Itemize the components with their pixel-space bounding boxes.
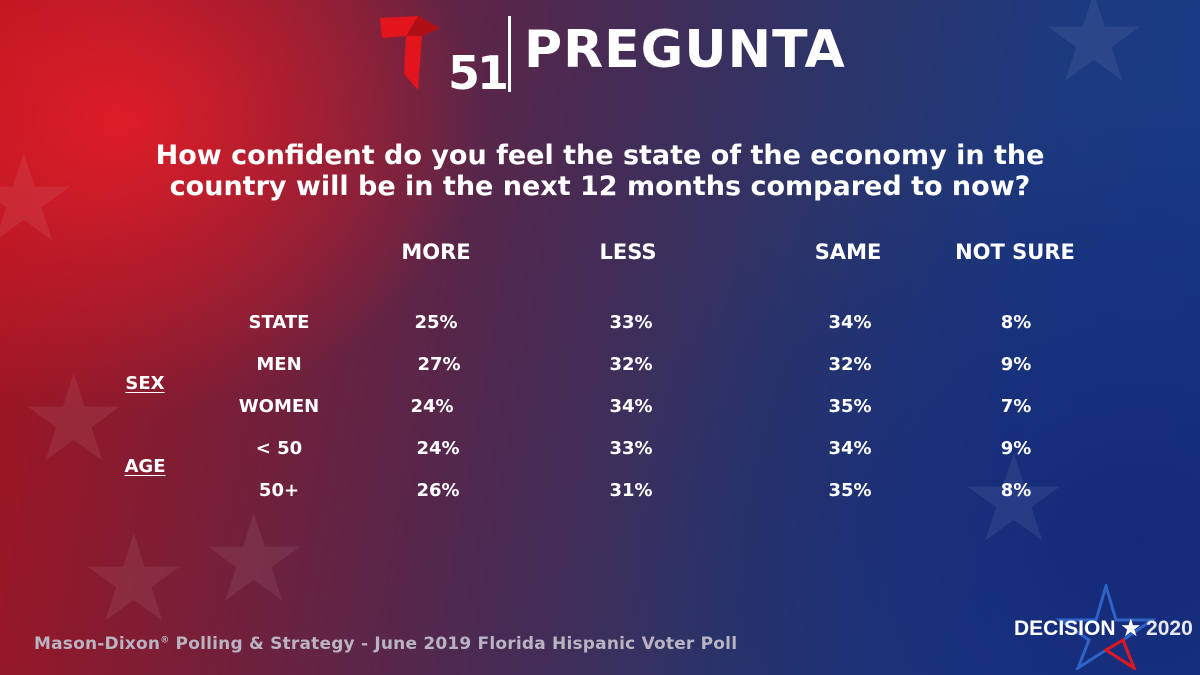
- cell-under-50-more: 24%: [416, 438, 460, 459]
- cell-under-50-less: 33%: [609, 438, 653, 459]
- cell-men-same: 32%: [828, 354, 872, 375]
- cell-men-more: 27%: [417, 354, 461, 375]
- header: 51 PREGUNTA: [378, 12, 858, 102]
- row-label-men: MEN: [256, 354, 302, 375]
- star-icon: ★: [1040, 0, 1148, 109]
- cell-women-less: 34%: [609, 396, 653, 417]
- group-label-age: AGE: [124, 456, 166, 477]
- cell-women-same: 35%: [828, 396, 872, 417]
- source-credit: Mason-Dixon® Polling & Strategy - June 2…: [34, 634, 737, 654]
- cell-50-plus-same: 35%: [828, 480, 872, 501]
- cell-state-more: 25%: [414, 312, 458, 333]
- cell-state-not-sure: 8%: [1000, 312, 1032, 333]
- cell-women-not-sure: 7%: [1000, 396, 1032, 417]
- page-title: PREGUNTA: [524, 20, 846, 80]
- star-icon: ★: [0, 130, 78, 269]
- cell-men-not-sure: 9%: [1000, 354, 1032, 375]
- logo-number: 51: [448, 46, 509, 100]
- poll-question: How confident do you feel the state of t…: [155, 140, 1045, 202]
- decision-wordmark: DECISION ★ 2020: [1014, 616, 1193, 641]
- cell-state-same: 34%: [828, 312, 872, 333]
- row-label-under-50: < 50: [255, 438, 303, 459]
- cell-state-less: 33%: [609, 312, 653, 333]
- source-details: Polling & Strategy - June 2019 Florida H…: [169, 634, 738, 654]
- group-label-sex: SEX: [125, 373, 165, 394]
- row-label-state: STATE: [248, 312, 310, 333]
- header-divider: [508, 16, 511, 92]
- column-header-more: MORE: [401, 240, 471, 264]
- decision-word: DECISION: [1014, 617, 1116, 640]
- registered-mark: ®: [160, 635, 170, 646]
- decision-star-outline-icon: [1055, 584, 1157, 670]
- cell-under-50-same: 34%: [828, 438, 872, 459]
- column-header-not-sure: NOT SURE: [955, 240, 1075, 264]
- cell-men-less: 32%: [609, 354, 653, 375]
- cell-50-plus-less: 31%: [609, 480, 653, 501]
- decision-2020-logo: DECISION ★ 2020: [1006, 584, 1196, 670]
- decision-star-icon: ★: [1121, 617, 1141, 640]
- star-icon: ★: [200, 490, 308, 629]
- cell-under-50-not-sure: 9%: [1000, 438, 1032, 459]
- star-icon: ★: [80, 510, 188, 649]
- telemundo-logo-icon: [380, 16, 440, 90]
- row-label-50-plus: 50+: [258, 480, 300, 501]
- column-header-same: SAME: [814, 240, 882, 264]
- cell-50-plus-not-sure: 8%: [1000, 480, 1032, 501]
- decision-year: 2020: [1146, 617, 1193, 640]
- column-header-less: LESS: [599, 240, 657, 264]
- row-label-women: WOMEN: [238, 396, 320, 417]
- cell-women-more: 24%: [410, 396, 454, 417]
- cell-50-plus-more: 26%: [416, 480, 460, 501]
- source-brand: Mason-Dixon: [34, 634, 161, 654]
